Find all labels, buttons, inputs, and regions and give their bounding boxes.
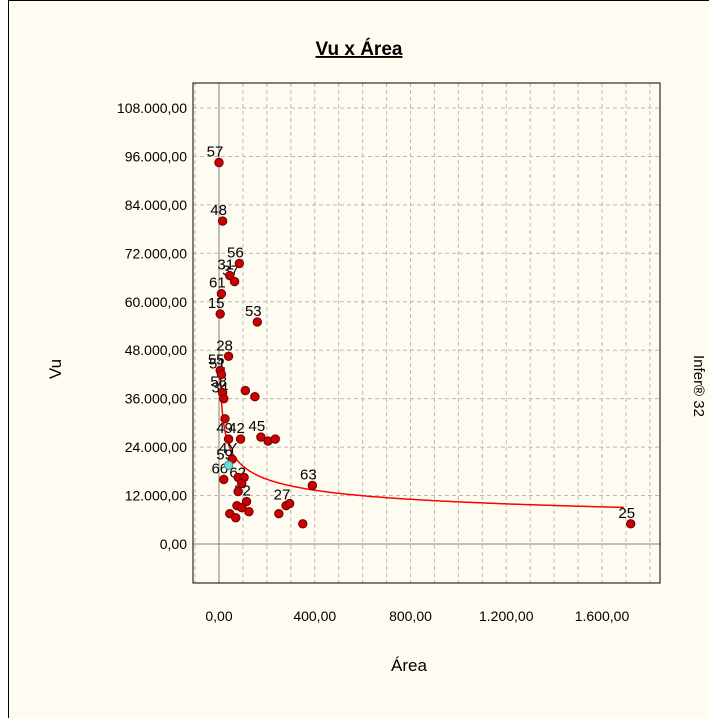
- point-label: 15: [208, 295, 225, 312]
- data-point: [298, 519, 308, 529]
- x-tick-label: 800,00: [389, 608, 432, 624]
- data-point: [307, 480, 318, 491]
- y-tick-label: 0,00: [160, 536, 187, 552]
- data-point: [237, 478, 247, 489]
- y-tick-label: 60.000,00: [125, 294, 187, 310]
- point-labels: 574856373161531528555158344942454Y596662…: [207, 144, 635, 522]
- data-point: [250, 391, 260, 402]
- data-point: [233, 486, 243, 497]
- x-tick-label: 1.200,00: [479, 608, 534, 624]
- data-point: [241, 496, 252, 507]
- data-point: [215, 309, 225, 319]
- x-tick-label: 0,00: [205, 608, 232, 624]
- y-axis-ticks: 0,00 12.000,00 24.000,00 36.000,00 48.000,00…: [117, 100, 187, 552]
- data-point: [229, 276, 240, 287]
- scatter-chart: 0,00 12.000,00 24.000,00 36.000,00 48.000,00…: [46, 38, 707, 675]
- plot-area: [192, 82, 661, 584]
- data-point: [225, 270, 235, 281]
- data-points: [214, 157, 636, 529]
- data-point: [235, 434, 246, 444]
- grid: [193, 83, 660, 583]
- data-point: [217, 216, 228, 226]
- data-point: [284, 498, 295, 509]
- point-label: 28: [216, 337, 233, 354]
- point-label: 31: [217, 257, 234, 274]
- x-axis-ticks: 0,00 400,00 800,00 1.200,00 1.600,00: [205, 608, 629, 624]
- point-label: 27: [274, 487, 291, 504]
- highlighted-data-point: [223, 460, 234, 470]
- y-tick-label: 36.000,00: [125, 391, 187, 407]
- x-tick-label: 400,00: [293, 608, 336, 624]
- point-label: 61: [209, 275, 226, 292]
- point-label: 57: [207, 144, 224, 161]
- point-label: 55: [208, 351, 225, 368]
- data-point: [244, 507, 254, 517]
- data-point: [216, 369, 227, 380]
- point-label: 42: [228, 420, 245, 437]
- chart-panel: 0,00 12.000,00 24.000,00 36.000,00 48.000,00…: [8, 0, 709, 718]
- data-point: [252, 317, 263, 327]
- data-point: [274, 509, 284, 519]
- data-point: [234, 258, 245, 269]
- y-tick-label: 72.000,00: [125, 245, 187, 261]
- data-point: [223, 351, 234, 361]
- y-tick-label: 12.000,00: [125, 488, 187, 504]
- data-point: [270, 434, 280, 444]
- data-point: [219, 393, 229, 404]
- point-label: 48: [210, 202, 227, 219]
- y-tick-label: 96.000,00: [125, 148, 187, 164]
- x-axis-title: Área: [391, 656, 427, 675]
- point-label: 53: [245, 303, 262, 320]
- point-label: 45: [249, 418, 266, 435]
- chart-title: Vu x Área: [316, 38, 403, 60]
- y-tick-label: 48.000,00: [125, 342, 187, 358]
- data-point: [219, 474, 229, 485]
- point-label: 49: [216, 420, 233, 437]
- data-point: [240, 385, 251, 396]
- point-label: 63: [300, 466, 317, 483]
- y-tick-label: 24.000,00: [125, 439, 187, 455]
- x-tick-label: 1.600,00: [575, 608, 630, 624]
- data-point: [231, 513, 241, 523]
- y-tick-label: 108.000,00: [117, 100, 187, 116]
- data-point: [237, 502, 247, 513]
- side-label: Infer® 32: [690, 355, 707, 417]
- data-point: [223, 434, 234, 444]
- data-point: [216, 289, 227, 299]
- y-tick-label: 84.000,00: [125, 197, 187, 213]
- point-label: 4Y: [219, 440, 237, 457]
- y-axis-title: Vu: [46, 359, 65, 379]
- data-point: [256, 432, 266, 442]
- point-label: 25: [618, 505, 635, 522]
- data-point: [626, 519, 636, 529]
- point-label: 56: [227, 244, 244, 261]
- data-point: [214, 157, 224, 168]
- data-point: [220, 414, 230, 424]
